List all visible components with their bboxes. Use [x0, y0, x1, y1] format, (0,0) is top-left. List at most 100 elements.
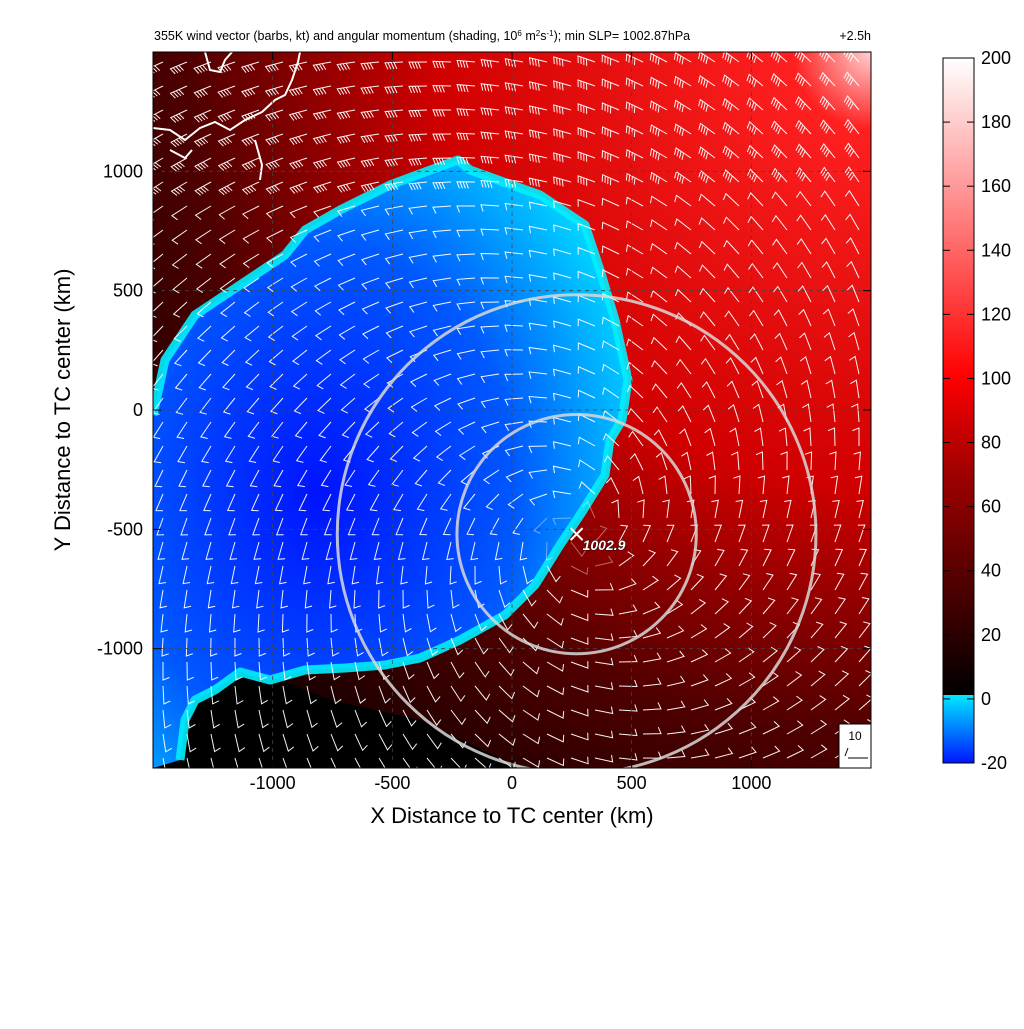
wind-barb [618, 655, 638, 663]
wind-barb [820, 213, 836, 231]
wind-barb [704, 427, 716, 447]
wind-barb [241, 109, 260, 122]
wind-barb [746, 52, 764, 64]
wind-barb [797, 285, 812, 303]
wind-barb [474, 565, 482, 585]
wind-barb [594, 682, 614, 690]
wind-barb [485, 493, 500, 511]
wind-barb [546, 613, 564, 626]
wind-barb [378, 637, 389, 657]
wind-barb [360, 61, 380, 71]
wind-barb [748, 286, 764, 303]
wind-barb [384, 205, 404, 216]
wind-barb [795, 119, 812, 135]
wind-barb [690, 573, 705, 591]
wind-barb [796, 214, 812, 231]
negative-region-rim [153, 155, 633, 761]
wind-barb [722, 121, 740, 136]
wind-barb [770, 96, 788, 111]
wind-barb [605, 477, 620, 495]
wind-barb [269, 373, 284, 390]
wind-barb [408, 133, 428, 142]
wind-barb [570, 684, 589, 693]
wind-barb [336, 133, 356, 144]
wind-barb [504, 227, 524, 235]
chart-title: 355K wind vector (barbs, kt) and angular… [154, 29, 690, 44]
wind-barb [282, 733, 295, 753]
wind-barb [153, 373, 164, 391]
wind-barb [700, 357, 716, 375]
wind-barb [762, 646, 778, 663]
wind-barb [218, 181, 236, 196]
wind-barb [819, 52, 836, 63]
wind-barb [577, 270, 596, 279]
wind-barb [162, 685, 171, 705]
wind-barb [681, 451, 692, 471]
wind-barb [265, 157, 284, 170]
wind-barb [786, 572, 798, 591]
wind-barb [437, 469, 452, 487]
wind-barb [849, 355, 860, 375]
wind-barb [219, 277, 236, 293]
wind-barb [498, 685, 516, 700]
wind-barb [456, 277, 476, 286]
wind-barb [738, 672, 756, 687]
wind-barb [362, 349, 380, 364]
wind-barb [529, 493, 548, 506]
wind-barb [722, 145, 740, 159]
wind-barb [819, 71, 836, 87]
wind-barb [412, 445, 428, 462]
wind-barb [675, 358, 692, 375]
wind-barb [361, 301, 380, 315]
wind-barb [690, 748, 710, 759]
wind-barb [306, 661, 316, 681]
wind-barb [738, 721, 757, 735]
wind-barb [387, 397, 404, 413]
wind-barb [278, 565, 287, 585]
wind-barb [313, 229, 332, 243]
wind-barb [714, 524, 723, 543]
wind-barb [651, 360, 668, 375]
wind-barb [528, 105, 548, 115]
wind-barb [181, 541, 190, 560]
wind-barb [345, 493, 356, 512]
wind-barb [714, 623, 731, 639]
wind-barb [426, 685, 441, 703]
wind-barb [800, 379, 812, 399]
low-momentum-band [153, 660, 520, 768]
wind-barb [675, 335, 692, 351]
wind-barb [480, 397, 500, 408]
wind-barb [275, 517, 284, 536]
wind-barb [618, 551, 635, 567]
wind-barb [618, 704, 638, 712]
wind-barb [649, 52, 668, 65]
wind-barb [384, 157, 404, 167]
wind-barb [690, 674, 709, 687]
wind-barb [241, 85, 260, 98]
wind-barb [834, 548, 844, 567]
wind-barb [834, 621, 848, 639]
wind-barb [528, 445, 548, 454]
wind-barb [714, 673, 733, 687]
wind-barb [360, 205, 380, 217]
wind-barb [337, 229, 356, 242]
wind-barb [625, 53, 644, 66]
wind-barb [773, 309, 788, 327]
wind-barb [480, 131, 500, 140]
wind-barb [498, 709, 516, 723]
wind-barb [771, 144, 788, 159]
colorbar-tick-label: 60 [981, 497, 1001, 517]
wind-barb [360, 229, 380, 241]
wind-barb [160, 613, 168, 633]
wind-barb [498, 589, 511, 608]
wind-barb [570, 637, 589, 645]
wind-barb [786, 745, 805, 759]
barb-reference-label: 10 [848, 729, 862, 743]
wind-barb [784, 499, 792, 519]
wind-barb [528, 274, 548, 282]
wind-barb [217, 157, 236, 171]
wind-barb [851, 403, 860, 423]
wind-barb [601, 292, 620, 303]
wind-barb [553, 128, 572, 139]
wind-barb [384, 253, 404, 265]
